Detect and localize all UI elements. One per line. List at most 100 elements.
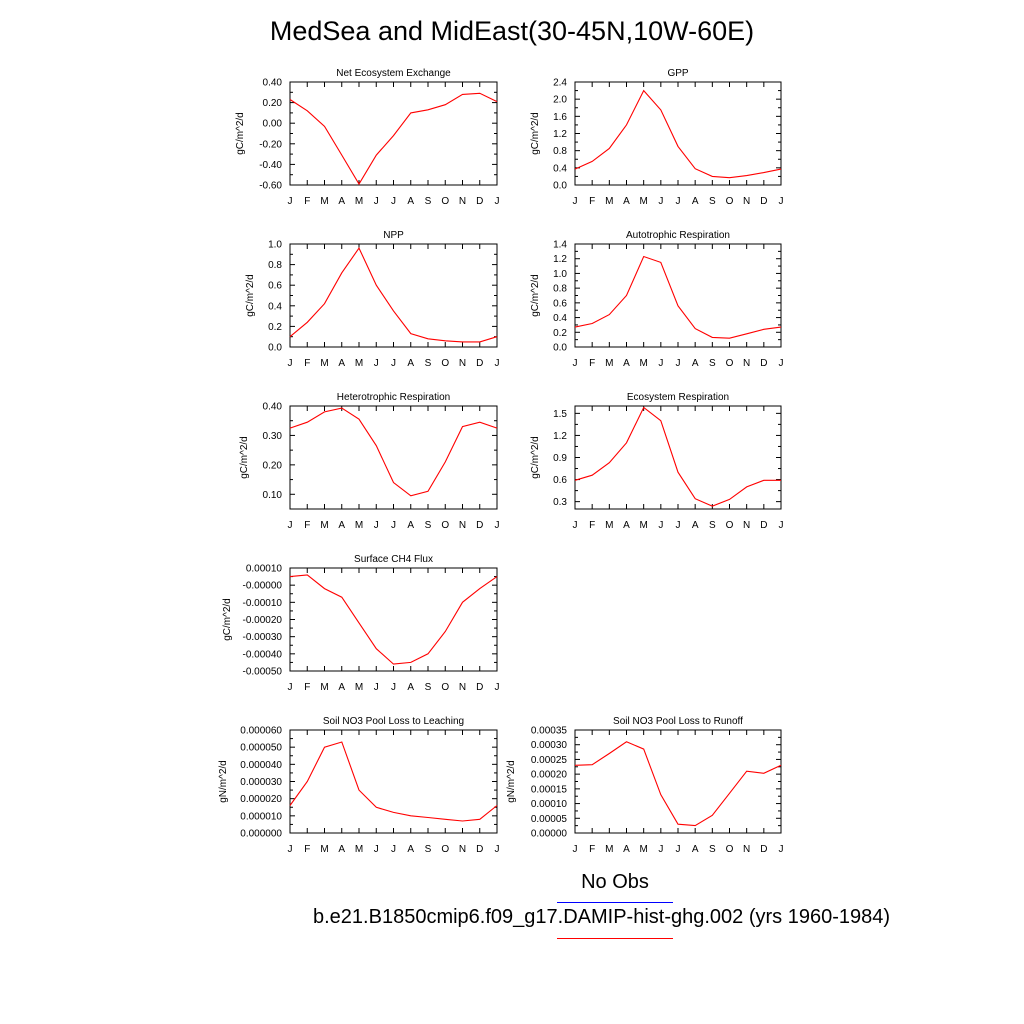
x-tick-label: J bbox=[495, 682, 500, 693]
x-tick-label: N bbox=[743, 844, 750, 855]
x-tick-label: N bbox=[459, 196, 466, 207]
x-tick-label: J bbox=[658, 358, 663, 369]
x-tick-label: O bbox=[726, 520, 734, 531]
x-tick-label: F bbox=[304, 682, 310, 693]
x-tick-label: J bbox=[391, 844, 396, 855]
series-line bbox=[289, 247, 498, 343]
x-tick-label: N bbox=[459, 358, 466, 369]
y-tick-label: -0.00010 bbox=[243, 598, 283, 609]
y-axis-label: gC/m^2/d bbox=[530, 436, 541, 479]
x-tick-label: J bbox=[495, 196, 500, 207]
chart-title: Net Ecosystem Exchange bbox=[336, 68, 451, 79]
y-tick-label: -0.40 bbox=[259, 160, 282, 171]
y-tick-label: 0.10 bbox=[263, 490, 283, 501]
plot-frame bbox=[289, 729, 498, 834]
x-tick-label: M bbox=[605, 358, 613, 369]
y-tick-label: 0.0 bbox=[553, 181, 567, 192]
x-tick-label: A bbox=[623, 358, 630, 369]
y-tick-label: 0.6 bbox=[268, 281, 282, 292]
y-axis-label: gC/m^2/d bbox=[222, 598, 233, 641]
x-tick-label: M bbox=[355, 358, 363, 369]
chart-title: Surface CH4 Flux bbox=[354, 554, 433, 565]
x-tick-label: J bbox=[658, 196, 663, 207]
x-tick-label: J bbox=[573, 844, 578, 855]
x-tick-label: M bbox=[355, 520, 363, 531]
series-line bbox=[289, 741, 498, 822]
y-tick-label: 1.4 bbox=[553, 240, 567, 251]
x-tick-label: D bbox=[476, 520, 483, 531]
series-line bbox=[574, 89, 782, 179]
x-tick-label: J bbox=[374, 520, 379, 531]
x-tick-label: S bbox=[425, 196, 432, 207]
x-tick-label: F bbox=[304, 844, 310, 855]
y-tick-label: 0.2 bbox=[268, 322, 282, 333]
x-tick-label: M bbox=[639, 196, 647, 207]
x-tick-label: A bbox=[407, 520, 414, 531]
x-tick-label: M bbox=[605, 196, 613, 207]
x-tick-label: F bbox=[589, 844, 595, 855]
x-tick-label: N bbox=[459, 520, 466, 531]
x-tick-label: S bbox=[425, 682, 432, 693]
y-tick-label: 0.4 bbox=[553, 313, 567, 324]
y-axis-label: gC/m^2/d bbox=[530, 274, 541, 317]
x-tick-label: J bbox=[495, 520, 500, 531]
y-tick-label: 0.0 bbox=[268, 343, 282, 354]
x-tick-label: S bbox=[709, 520, 716, 531]
y-tick-label: 0.40 bbox=[263, 402, 283, 413]
x-tick-label: M bbox=[320, 682, 328, 693]
x-tick-label: M bbox=[605, 520, 613, 531]
x-tick-label: J bbox=[676, 196, 681, 207]
plot-frame bbox=[574, 81, 782, 186]
x-tick-label: M bbox=[320, 844, 328, 855]
x-tick-label: D bbox=[476, 196, 483, 207]
y-tick-label: 0.000000 bbox=[240, 829, 282, 840]
x-tick-label: J bbox=[495, 844, 500, 855]
x-tick-label: A bbox=[407, 358, 414, 369]
x-tick-label: J bbox=[374, 844, 379, 855]
plot-frame bbox=[574, 243, 782, 348]
x-tick-label: M bbox=[355, 844, 363, 855]
x-tick-label: J bbox=[288, 682, 293, 693]
plot-frame bbox=[289, 567, 498, 672]
series-line bbox=[289, 407, 498, 497]
x-tick-label: A bbox=[692, 196, 699, 207]
y-tick-label: 0.00000 bbox=[531, 829, 568, 840]
series-line bbox=[289, 574, 498, 665]
x-tick-label: J bbox=[573, 196, 578, 207]
x-tick-label: J bbox=[391, 358, 396, 369]
y-tick-label: 1.6 bbox=[553, 112, 567, 123]
legend-model-line bbox=[557, 938, 673, 939]
plot-frame bbox=[289, 243, 498, 348]
x-tick-label: M bbox=[639, 358, 647, 369]
x-tick-label: O bbox=[726, 358, 734, 369]
x-tick-label: A bbox=[692, 520, 699, 531]
x-tick-label: M bbox=[639, 520, 647, 531]
x-tick-label: J bbox=[573, 520, 578, 531]
x-tick-label: J bbox=[676, 358, 681, 369]
x-tick-label: A bbox=[338, 844, 345, 855]
x-tick-label: O bbox=[441, 196, 449, 207]
y-tick-label: 0.00015 bbox=[531, 784, 568, 795]
x-tick-label: F bbox=[304, 358, 310, 369]
x-tick-label: J bbox=[288, 520, 293, 531]
y-tick-label: 0.00025 bbox=[531, 755, 568, 766]
y-tick-label: -0.00030 bbox=[243, 632, 283, 643]
x-tick-label: J bbox=[374, 682, 379, 693]
x-tick-label: J bbox=[658, 844, 663, 855]
x-tick-label: J bbox=[658, 520, 663, 531]
x-tick-label: J bbox=[374, 358, 379, 369]
y-tick-label: 0.00030 bbox=[531, 740, 568, 751]
x-tick-label: F bbox=[589, 358, 595, 369]
y-tick-label: 0.00035 bbox=[531, 726, 568, 737]
y-tick-label: 0.000020 bbox=[240, 794, 282, 805]
x-tick-label: D bbox=[760, 844, 767, 855]
y-tick-label: 0.8 bbox=[268, 260, 282, 271]
x-tick-label: M bbox=[605, 844, 613, 855]
x-tick-label: O bbox=[441, 520, 449, 531]
x-tick-label: M bbox=[320, 520, 328, 531]
